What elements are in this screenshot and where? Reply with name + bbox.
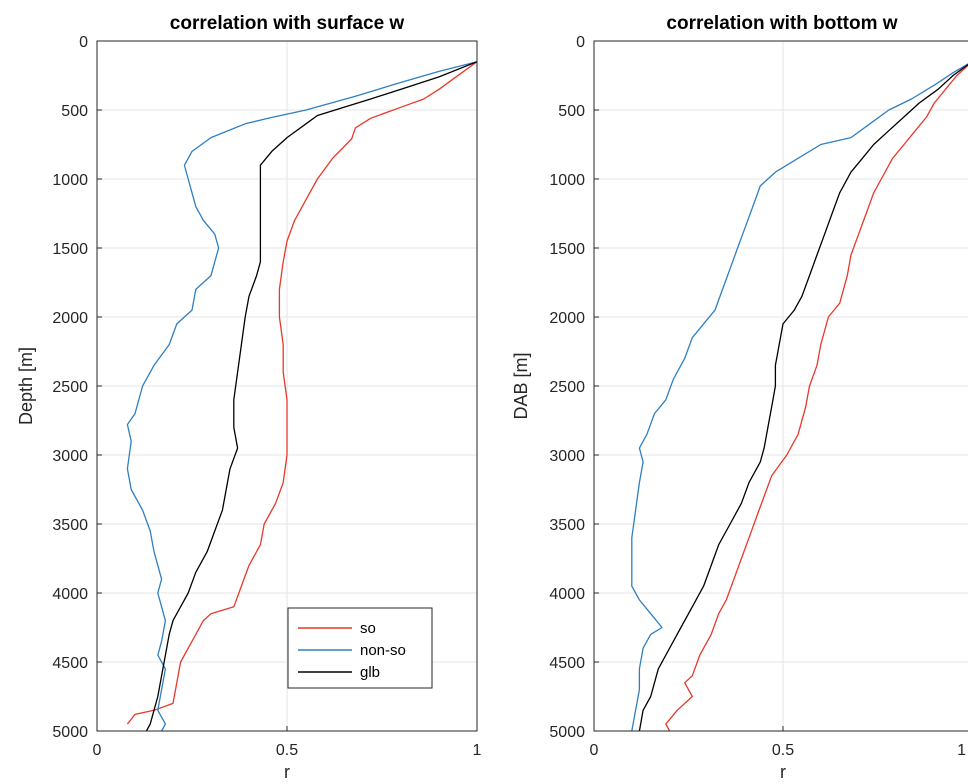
series-line-non-so-surface bbox=[126, 61, 478, 732]
y-tick-label-bottom: 1000 bbox=[549, 172, 585, 189]
y-tick-label-surface: 4500 bbox=[52, 655, 88, 672]
x-axis-label-bottom: r bbox=[780, 762, 786, 782]
series-line-glb-surface bbox=[145, 61, 478, 732]
x-axis-label-surface: r bbox=[284, 762, 290, 782]
legend-label-so: so bbox=[360, 620, 376, 637]
legend: so non-so glb bbox=[287, 607, 433, 689]
y-tick-label-surface: 1000 bbox=[52, 172, 88, 189]
y-tick-label-bottom: 4000 bbox=[549, 586, 585, 603]
y-tick-label-bottom: 1500 bbox=[549, 241, 585, 258]
series-layer-bottom bbox=[631, 63, 968, 732]
y-tick-label-bottom: 2500 bbox=[549, 379, 585, 396]
y-tick-label-bottom: 5000 bbox=[549, 724, 585, 741]
series-layer-surface bbox=[126, 61, 478, 732]
y-axis-label-bottom: DAB [m] bbox=[511, 352, 531, 419]
y-tick-label-bottom: 3000 bbox=[549, 448, 585, 465]
y-tick-label-bottom: 500 bbox=[558, 103, 585, 120]
y-tick-label-bottom: 3500 bbox=[549, 517, 585, 534]
legend-box bbox=[287, 607, 433, 689]
y-tick-labels-surface: 0 500 1000 1500 2000 2500 3000 3500 4000 4500 5000 bbox=[52, 34, 88, 741]
x-tick-label-surface: 0 bbox=[93, 742, 102, 759]
y-tick-label-surface: 4000 bbox=[52, 586, 88, 603]
x-tick-labels-bottom: 0 0.5 1 bbox=[590, 742, 967, 759]
series-line-so-surface bbox=[126, 61, 478, 725]
panel-bottom: correlation with bottom w 0 500 1000 1500 20… bbox=[511, 13, 968, 782]
y-tick-label-surface: 0 bbox=[79, 34, 88, 51]
series-line-glb-bottom bbox=[638, 63, 968, 732]
y-axis-label-surface: Depth [m] bbox=[16, 347, 36, 425]
panel-surface: correlation with surface w 0 500 1000 1500 2… bbox=[16, 13, 482, 782]
x-tick-label-surface: 1 bbox=[473, 742, 482, 759]
y-tick-label-surface: 1500 bbox=[52, 241, 88, 258]
x-tick-labels-surface: 0 0.5 1 bbox=[93, 742, 482, 759]
chart-title-surface: correlation with surface w bbox=[170, 13, 405, 34]
y-tick-label-surface: 2000 bbox=[52, 310, 88, 327]
x-tick-label-bottom: 0 bbox=[590, 742, 599, 759]
y-tick-label-surface: 3000 bbox=[52, 448, 88, 465]
chart-title-bottom: correlation with bottom w bbox=[666, 13, 897, 34]
y-tick-label-bottom: 2000 bbox=[549, 310, 585, 327]
y-tick-label-surface: 2500 bbox=[52, 379, 88, 396]
y-tick-label-surface: 3500 bbox=[52, 517, 88, 534]
axes-box-bottom bbox=[593, 40, 968, 732]
y-tick-label-surface: 5000 bbox=[52, 724, 88, 741]
series-line-non-so-bottom bbox=[631, 63, 968, 732]
legend-label-non-so: non-so bbox=[360, 642, 406, 659]
x-tick-label-surface: 0.5 bbox=[276, 742, 298, 759]
x-tick-label-bottom: 0.5 bbox=[772, 742, 794, 759]
series-line-so-bottom bbox=[665, 64, 968, 732]
y-tick-label-bottom: 4500 bbox=[549, 655, 585, 672]
y-tick-labels-bottom: 0 500 1000 1500 2000 2500 3000 3500 4000 4500 5000 bbox=[549, 34, 585, 741]
y-tick-label-surface: 500 bbox=[61, 103, 88, 120]
x-tick-label-bottom: 1 bbox=[957, 742, 966, 759]
axes-box-surface bbox=[96, 40, 478, 732]
y-tick-label-bottom: 0 bbox=[576, 34, 585, 51]
legend-label-glb: glb bbox=[360, 664, 380, 681]
